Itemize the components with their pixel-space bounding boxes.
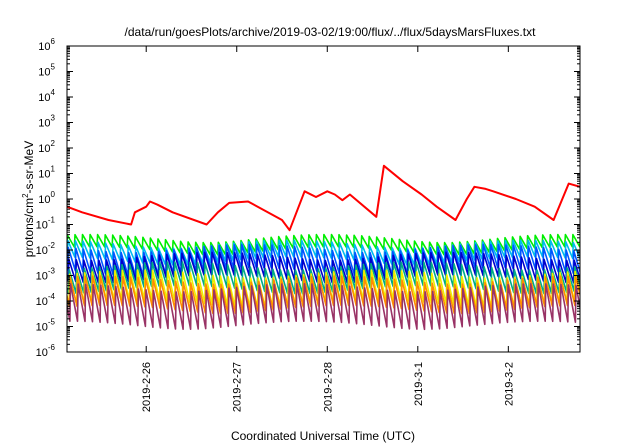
series-line [67,283,580,331]
y-tick-label: 10-6 [36,343,56,359]
y-tick-label: 10-3 [36,267,56,283]
x-tick-label: 2019-3-2 [503,362,515,406]
y-axis-label: protons/cm2-s-sr-MeV [21,141,36,257]
series-line [67,164,580,232]
y-tick-label: 105 [38,63,55,79]
y-axis: 10-6 10-5 10-4 10-3 10-2 10-1 100 101 102 103 104 1… [36,37,580,359]
chart-title: /data/run/goesPlots/archive/2019-03-02/1… [125,25,537,39]
x-tick-label: 2019-2-28 [322,362,334,412]
x-axis: 2019-2-26 2019-2-27 2019-2-28 2019-3-1 2019-… [141,46,515,412]
y-tick-label: 103 [38,114,55,130]
x-axis-label: Coordinated Universal Time (UTC) [231,429,415,443]
x-tick-label: 2019-3-1 [413,362,425,406]
y-tick-label: 100 [38,190,55,206]
x-tick-label: 2019-2-26 [141,362,153,412]
y-tick-label: 10-1 [36,216,56,232]
y-tick-label: 104 [38,88,55,104]
y-tick-label: 10-4 [36,292,56,308]
y-tick-label: 10-2 [36,241,56,257]
y-tick-label: 10-5 [36,318,56,334]
x-tick-label: 2019-2-27 [232,362,244,412]
y-tick-label: 102 [38,139,55,155]
y-tick-label: 106 [38,37,55,53]
plot-area [67,164,580,331]
y-tick-label: 101 [38,165,55,181]
